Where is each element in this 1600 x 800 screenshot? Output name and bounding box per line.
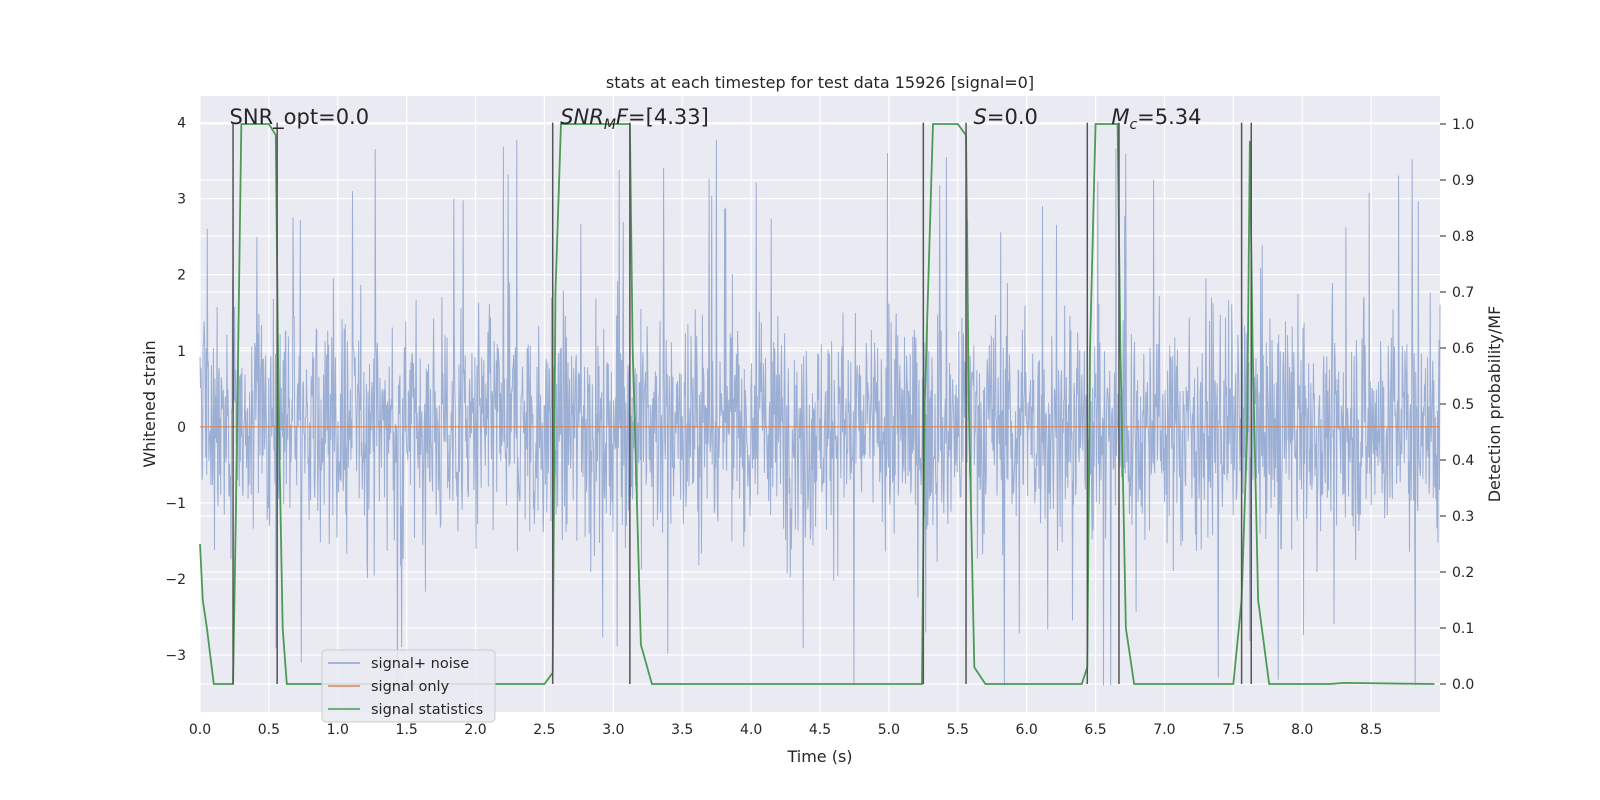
x-tick-label: 3.5: [671, 722, 693, 738]
y-axis-left: −3 −2 −1 0 1 2 3 4: [165, 116, 186, 664]
y-axis-label: Whitened strain: [140, 340, 159, 467]
y-tick-label: 0: [177, 420, 186, 436]
y-axis-right-label: Detection probability/MF: [1485, 306, 1504, 503]
legend-label-signal-only: signal only: [371, 679, 450, 695]
x-tick-label: 1.5: [396, 722, 418, 738]
legend-label-signal-noise: signal+ noise: [371, 656, 469, 672]
x-axis: 0.0 0.5 1.0 1.5 2.0 2.5 3.0 3.5 4.0 4.5 5.0 5.5 6.0 6…: [189, 722, 1382, 738]
x-tick-label: 7.0: [1153, 722, 1175, 738]
annotations: SNR_opt=0.0 SNRMF=[4.33] S=0.0 Mc=5.34: [230, 105, 1202, 133]
series-signal-statistics: [199, 123, 1435, 685]
y-right-tick-label: 0.5: [1452, 397, 1474, 413]
y-right-tick-label: 0.0: [1452, 677, 1474, 693]
y-right-tick-label: 0.2: [1452, 565, 1474, 581]
annotation-snr-opt: SNR_opt=0.0: [230, 105, 370, 130]
x-tick-label: 0.5: [258, 722, 280, 738]
annotation-chirp-mass: Mc=5.34: [1111, 105, 1201, 133]
x-tick-label: 2.0: [464, 722, 486, 738]
y-right-tick-label: 0.7: [1452, 285, 1474, 301]
line-series: [199, 123, 1440, 685]
y-tick-label: 2: [177, 268, 186, 284]
x-tick-label: 4.5: [809, 722, 831, 738]
y-right-tick-label: 0.6: [1452, 341, 1474, 357]
y-right-tick-label: 1.0: [1452, 117, 1474, 133]
legend-box: [321, 649, 496, 723]
x-tick-label: 6.0: [1016, 722, 1038, 738]
x-tick-label: 4.0: [740, 722, 762, 738]
y-right-tick-label: 0.1: [1452, 621, 1474, 637]
y-tick-label: 4: [177, 116, 186, 132]
x-tick-label: 2.5: [533, 722, 555, 738]
noise-series: [199, 139, 1441, 686]
y-tick-label: 3: [177, 192, 186, 208]
x-tick-label: 5.0: [878, 722, 900, 738]
x-tick-label: 8.0: [1291, 722, 1313, 738]
y-right-tick-label: 0.9: [1452, 173, 1474, 189]
x-tick-label: 6.5: [1084, 722, 1106, 738]
legend: signal+ noise signal only signal statist…: [321, 649, 496, 723]
x-tick-label: 3.0: [602, 722, 624, 738]
y-tick-label: −2: [165, 572, 186, 588]
annotation-s-stat: S=0.0: [974, 105, 1038, 129]
x-tick-label: 7.5: [1222, 722, 1244, 738]
vertical-markers: [232, 122, 1252, 684]
y-right-tick-label: 0.8: [1452, 229, 1474, 245]
legend-label-signal-statistics: signal statistics: [371, 702, 483, 718]
chart-title: stats at each timestep for test data 159…: [606, 73, 1034, 92]
x-tick-label: 1.0: [327, 722, 349, 738]
y-right-tick-label: 0.3: [1452, 509, 1474, 525]
y-tick-label: −3: [165, 648, 186, 664]
x-tick-label: 0.0: [189, 722, 211, 738]
y-right-tick-label: 0.4: [1452, 453, 1474, 469]
x-tick-label: 5.5: [947, 722, 969, 738]
series-signal-noise: [199, 139, 1441, 686]
x-tick-label: 8.5: [1360, 722, 1382, 738]
annotation-snr-mf: SNRMF=[4.33]: [560, 105, 709, 133]
y-axis-right: 0.0 0.1 0.2 0.3 0.4 0.5 0.6 0.7 0.8 0.9 1.0: [1440, 117, 1474, 693]
x-axis-label: Time (s): [786, 747, 852, 766]
y-tick-label: 1: [177, 344, 186, 360]
y-tick-label: −1: [165, 496, 186, 512]
